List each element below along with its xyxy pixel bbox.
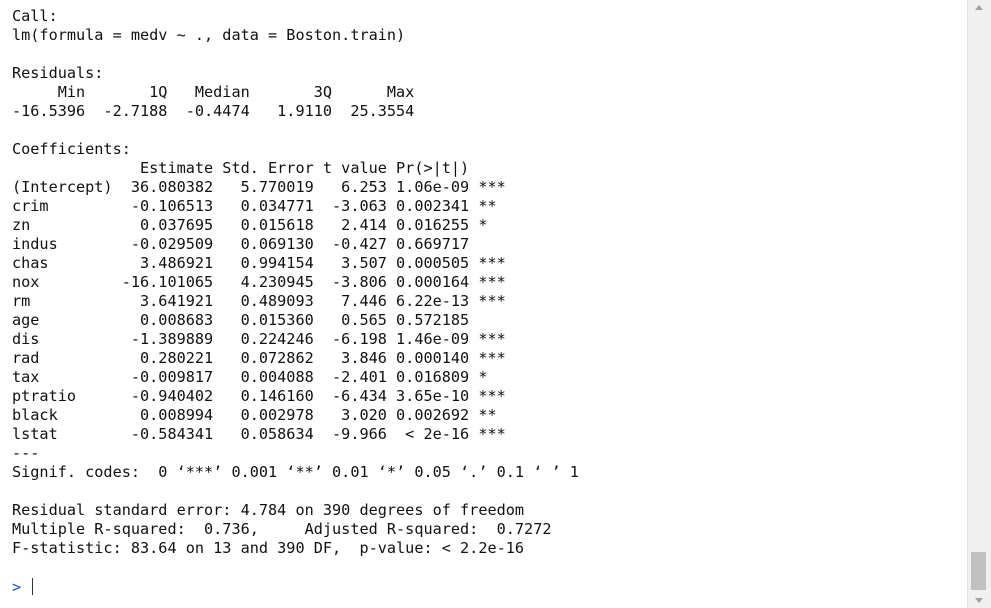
text-cursor <box>32 578 34 595</box>
console-line: rad 0.280221 0.072862 3.846 0.000140 *** <box>12 349 506 367</box>
console-line: -16.5396 -2.7188 -0.4474 1.9110 25.3554 <box>12 102 424 120</box>
console-line: chas 3.486921 0.994154 3.507 0.000505 **… <box>12 254 506 272</box>
console-line: rm 3.641921 0.489093 7.446 6.22e-13 *** <box>12 292 506 310</box>
console-line: F-statistic: 83.64 on 13 and 390 DF, p-v… <box>12 539 525 557</box>
triangle-up-icon <box>975 5 983 10</box>
triangle-down-icon <box>975 598 983 603</box>
console-line: black 0.008994 0.002978 3.020 0.002692 *… <box>12 406 506 424</box>
console-line: nox -16.101065 4.230945 -3.806 0.000164 … <box>12 273 506 291</box>
console-line: Call: <box>12 7 58 25</box>
console-line <box>12 121 579 140</box>
console-line: crim -0.106513 0.034771 -3.063 0.002341 … <box>12 197 506 215</box>
console-line: ptratio -0.940402 0.146160 -6.434 3.65e-… <box>12 387 506 405</box>
console-line: age 0.008683 0.015360 0.565 0.572185 <box>12 311 506 329</box>
console-line: Residuals: <box>12 64 104 82</box>
console-output: Call: lm(formula = medv ~ ., data = Bosto… <box>12 7 579 558</box>
console-line: lm(formula = medv ~ ., data = Boston.tra… <box>12 26 406 44</box>
console-line <box>12 45 579 64</box>
console-line: indus -0.029509 0.069130 -0.427 0.669717 <box>12 235 506 253</box>
console-line: (Intercept) 36.080382 5.770019 6.253 1.0… <box>12 178 506 196</box>
console-line: Multiple R-squared: 0.736, Adjusted R-sq… <box>12 520 561 538</box>
console-line: Min 1Q Median 3Q Max <box>12 83 424 101</box>
console-line <box>12 482 579 501</box>
console-line: lstat -0.584341 0.058634 -9.966 < 2e-16 … <box>12 425 506 443</box>
console-line: dis -1.389889 0.224246 -6.198 1.46e-09 *… <box>12 330 506 348</box>
scroll-down-button[interactable] <box>968 592 991 608</box>
console-line: Estimate Std. Error t value Pr(>|t|) <box>12 159 506 177</box>
console-line: tax -0.009817 0.004088 -2.401 0.016809 * <box>12 368 506 386</box>
console-line: --- <box>12 444 40 462</box>
console-input-line[interactable]: > <box>12 578 34 597</box>
vertical-scrollbar[interactable] <box>967 0 991 608</box>
scrollbar-thumb[interactable] <box>971 552 986 590</box>
scroll-up-button[interactable] <box>968 0 991 16</box>
console-line: zn 0.037695 0.015618 2.414 0.016255 * <box>12 216 506 234</box>
console-line: Residual standard error: 4.784 on 390 de… <box>12 501 525 519</box>
console-line: Signif. codes: 0 ‘***’ 0.001 ‘**’ 0.01 ‘… <box>12 463 579 481</box>
console-line: Coefficients: <box>12 140 131 158</box>
console-pane[interactable]: Call: lm(formula = medv ~ ., data = Bosto… <box>0 0 967 608</box>
prompt-symbol: > <box>12 578 31 596</box>
